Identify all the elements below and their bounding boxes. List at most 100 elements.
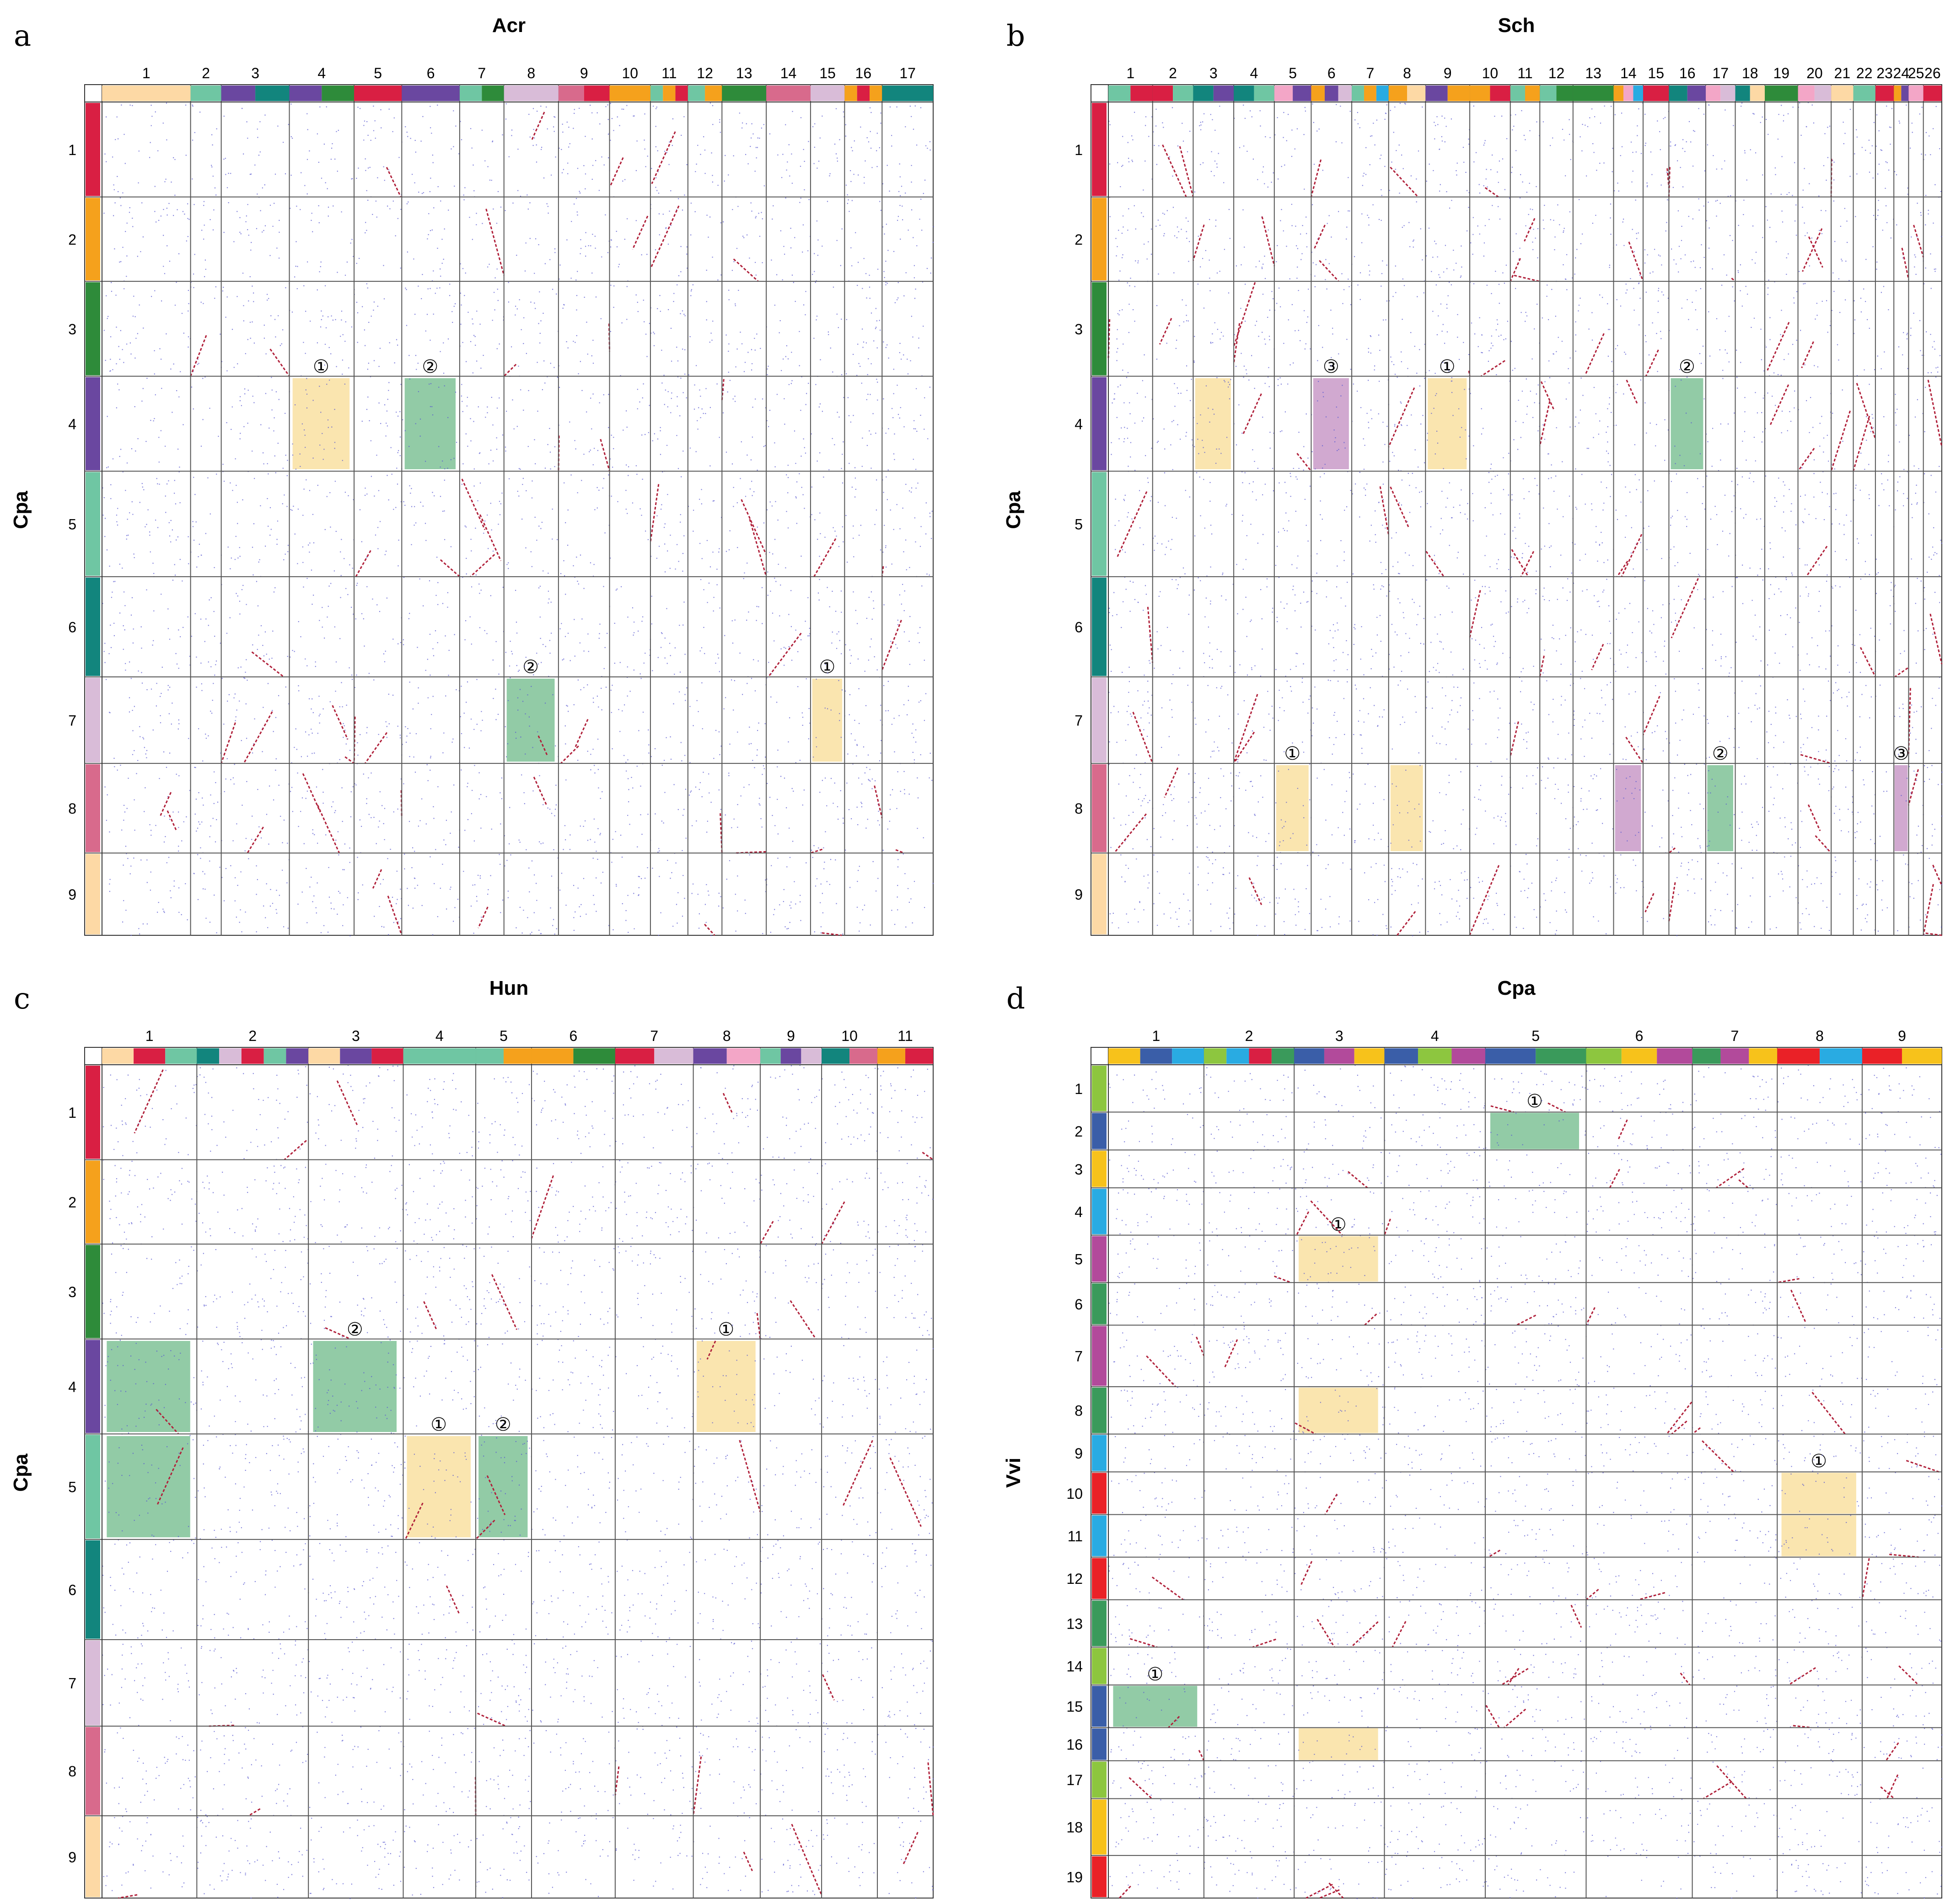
- y-chromosome-strip: [1092, 764, 1107, 853]
- x-tick-label: 12: [697, 65, 713, 81]
- x-chromosome-strip: [504, 86, 559, 101]
- x-tick-label: 4: [435, 1028, 444, 1044]
- x-chromosome-strip: [1556, 86, 1573, 101]
- x-chromosome-strip: [1908, 86, 1924, 101]
- x-tick-label: 9: [1898, 1028, 1906, 1044]
- x-chromosome-strip: [1364, 86, 1376, 101]
- x-chromosome-strip: [1765, 86, 1798, 101]
- x-tick-label: 20: [1806, 65, 1823, 81]
- y-tick-label: 9: [1075, 1445, 1083, 1462]
- y-tick-label: 4: [1075, 416, 1083, 432]
- x-chromosome-strip: [1324, 86, 1338, 101]
- synteny-highlight: [696, 1341, 756, 1432]
- highlight-marker: ①: [430, 1414, 447, 1435]
- y-tick-label: 2: [68, 1194, 76, 1211]
- y-axis-title: Cpa: [1002, 491, 1025, 529]
- y-chromosome-strip: [86, 1817, 100, 1897]
- x-chromosome-strip: [263, 1048, 286, 1064]
- dot-scatter: [102, 1065, 934, 1899]
- x-chromosome-strip: [877, 1048, 906, 1064]
- x-tick-label: 2: [1245, 1028, 1253, 1044]
- x-tick-label: 1: [145, 1028, 154, 1044]
- x-tick-label: 4: [1431, 1028, 1439, 1044]
- x-tick-label: 7: [478, 65, 486, 81]
- highlight-marker: ①: [1147, 1664, 1163, 1685]
- x-axis-title: Hun: [489, 977, 529, 999]
- x-chromosome-strip: [584, 86, 610, 101]
- x-chromosome-strip: [1735, 86, 1750, 101]
- synteny-highlight: [1781, 1515, 1856, 1556]
- x-chromosome-strip: [1130, 86, 1153, 101]
- x-tick-label: 15: [819, 65, 836, 81]
- x-chromosome-strip: [609, 86, 650, 101]
- y-chromosome-strip: [86, 1066, 100, 1159]
- y-chromosome-strip: [86, 198, 100, 281]
- x-tick-label: 25: [1908, 65, 1924, 81]
- x-tick-label: 2: [202, 65, 210, 81]
- x-tick-label: 6: [427, 65, 435, 81]
- y-chromosome-strip: [86, 103, 100, 196]
- x-chromosome-strip: [1749, 1048, 1778, 1064]
- x-chromosome-strip: [726, 1048, 760, 1064]
- x-chromosome-strip: [760, 1048, 781, 1064]
- x-chromosome-strip: [241, 1048, 264, 1064]
- x-chromosome-strip: [1418, 1048, 1452, 1064]
- x-tick-label: 13: [736, 65, 752, 81]
- x-chromosome-strip: [1525, 86, 1540, 101]
- y-tick-label: 10: [1066, 1486, 1083, 1502]
- y-tick-label: 8: [1075, 1403, 1083, 1419]
- y-tick-label: 4: [1075, 1204, 1083, 1220]
- x-chromosome-strip: [1862, 1048, 1902, 1064]
- y-tick-label: 3: [68, 1284, 76, 1300]
- y-chromosome-strip: [1092, 577, 1107, 676]
- x-chromosome-strip: [1172, 1048, 1204, 1064]
- x-tick-label: 1: [1152, 1028, 1161, 1044]
- y-chromosome-strip: [86, 1640, 100, 1726]
- x-chromosome-strip: [221, 86, 256, 101]
- x-chromosome-strip: [1687, 86, 1706, 101]
- y-axis-title: Vvi: [1002, 1458, 1025, 1488]
- x-chromosome-strip: [308, 1048, 340, 1064]
- synteny-highlight: [1781, 1473, 1856, 1514]
- x-tick-label: 8: [1403, 65, 1411, 81]
- y-chromosome-strip: [86, 377, 100, 471]
- x-chromosome-strip: [1108, 1048, 1140, 1064]
- x-tick-label: 6: [1327, 65, 1336, 81]
- x-chromosome-strip: [675, 86, 688, 101]
- x-tick-label: 1: [142, 65, 150, 81]
- x-chromosome-strip: [849, 1048, 878, 1064]
- y-chromosome-strip: [1092, 1728, 1107, 1760]
- panel-letter: a: [14, 19, 31, 53]
- x-tick-label: 17: [1712, 65, 1729, 81]
- y-chromosome-strip: [1092, 1473, 1107, 1514]
- x-chromosome-strip: [531, 1048, 574, 1064]
- x-tick-label: 8: [1816, 1028, 1824, 1044]
- highlight-marker: ②: [422, 356, 438, 377]
- synteny-highlight: [1615, 765, 1641, 852]
- x-chromosome-strip: [1875, 86, 1894, 101]
- x-tick-label: 2: [248, 1028, 257, 1044]
- y-chromosome-strip: [86, 1435, 100, 1539]
- x-chromosome-strip: [1540, 86, 1557, 101]
- y-chromosome-strip: [1092, 1189, 1107, 1234]
- x-tick-label: 9: [1444, 65, 1452, 81]
- y-chromosome-strip: [86, 1160, 100, 1244]
- y-tick-label: 6: [1075, 1296, 1083, 1313]
- x-chromosome-strip: [1853, 86, 1875, 101]
- y-tick-label: 5: [68, 516, 76, 533]
- x-chromosome-strip: [573, 1048, 615, 1064]
- x-chromosome-strip: [1923, 86, 1942, 101]
- y-tick-label: 6: [68, 1582, 76, 1598]
- synteny-highlight: [1299, 1236, 1378, 1282]
- synteny-highlight: [1113, 1686, 1198, 1727]
- x-chromosome-strip: [1814, 86, 1832, 101]
- panel-letter: b: [1006, 19, 1025, 53]
- panel-letter: d: [1006, 982, 1025, 1016]
- highlight-marker: ②: [347, 1319, 363, 1340]
- x-tick-label: 7: [1731, 1028, 1739, 1044]
- x-tick-label: 6: [570, 1028, 578, 1044]
- y-chromosome-strip: [86, 1727, 100, 1815]
- y-chromosome-strip: [1092, 1435, 1107, 1471]
